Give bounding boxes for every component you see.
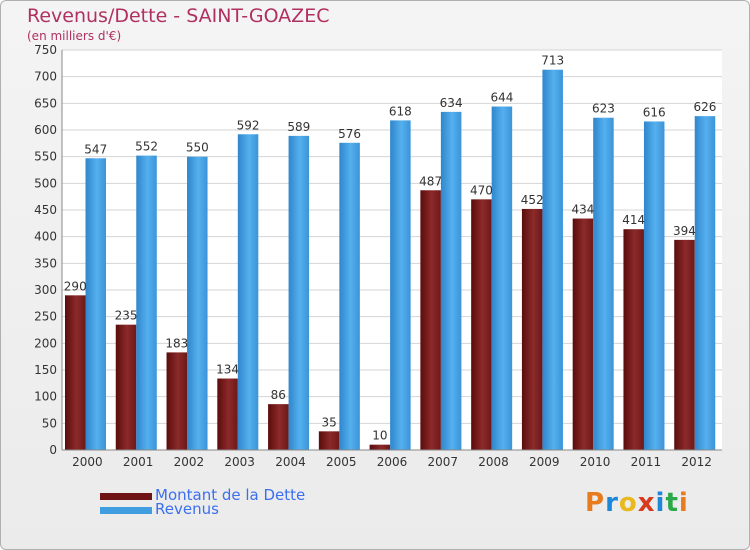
x-tick-label: 2012 — [681, 455, 712, 469]
bar-revenus — [491, 106, 513, 451]
bar-dette — [65, 295, 86, 450]
y-tick-label: 700 — [34, 70, 57, 84]
bar-dette — [521, 208, 543, 450]
bar-dette — [471, 199, 492, 450]
bar-revenus — [440, 111, 462, 450]
bar-dette-value-label: 86 — [271, 388, 286, 402]
bar-dette — [623, 229, 644, 450]
bar-revenus-value-label: 713 — [541, 54, 564, 68]
bar-revenus-value-label: 626 — [694, 100, 717, 114]
y-tick-label: 400 — [34, 230, 57, 244]
y-tick-label: 350 — [34, 256, 57, 270]
bar-revenus-value-label: 589 — [287, 120, 310, 134]
bar-revenus-value-label: 616 — [643, 105, 666, 119]
legend-label-debt: Montant de la Dette — [155, 486, 306, 504]
logo-letter: t — [665, 488, 679, 518]
chart-title: Revenus/Dette - SAINT-GOAZEC — [27, 5, 330, 27]
bar-dette — [268, 404, 289, 450]
y-tick-label: 650 — [34, 96, 57, 110]
bar-revenus — [542, 69, 563, 450]
bar-revenus-value-label: 576 — [338, 127, 361, 141]
bar-dette — [572, 218, 594, 450]
bar-revenus-value-label: 547 — [84, 142, 107, 156]
bar-dette-value-label: 470 — [470, 183, 493, 197]
y-tick-label: 100 — [34, 390, 57, 404]
x-tick-label: 2008 — [478, 455, 509, 469]
x-tick-label: 2002 — [174, 455, 205, 469]
logo-letter: o — [618, 488, 638, 518]
y-tick-label: 250 — [34, 310, 57, 324]
bar-dette — [166, 352, 188, 450]
bar-dette — [674, 239, 695, 450]
bar-dette — [420, 190, 441, 450]
logo-letter: i — [655, 488, 666, 518]
proxiti-logo: Proxiti — [585, 488, 689, 518]
y-tick-label: 550 — [34, 150, 57, 164]
logo-letter: r — [605, 488, 619, 518]
bar-revenus — [339, 142, 360, 451]
bar-revenus — [288, 135, 310, 450]
x-tick-label: 2006 — [377, 455, 408, 469]
bar-revenus-value-label: 552 — [135, 140, 158, 154]
bar-dette-value-label: 434 — [571, 203, 594, 217]
bar-dette-value-label: 414 — [622, 213, 645, 227]
logo-letter: P — [585, 488, 606, 518]
bar-dette-value-label: 452 — [521, 193, 544, 207]
y-tick-label: 750 — [34, 43, 57, 57]
bar-revenus — [390, 120, 411, 451]
x-tick-label: 2010 — [580, 455, 611, 469]
bar-dette-value-label: 394 — [673, 224, 696, 238]
legend-swatch-revenus — [100, 507, 152, 514]
bar-revenus — [593, 117, 614, 450]
bar-revenus — [694, 116, 716, 450]
bar-dette — [115, 324, 137, 450]
bar-revenus — [136, 155, 157, 450]
bar-dette-value-label: 487 — [419, 174, 442, 188]
chart-subtitle: (en milliers d'€) — [27, 29, 122, 43]
bar-revenus — [85, 158, 106, 450]
bar-dette — [369, 444, 391, 450]
x-tick-label: 2000 — [72, 455, 103, 469]
bar-dette-value-label: 134 — [216, 363, 239, 377]
logo-letter: i — [678, 488, 689, 518]
bar-dette-value-label: 235 — [115, 309, 138, 323]
y-tick-label: 450 — [34, 203, 57, 217]
y-tick-label: 50 — [42, 416, 57, 430]
legend-swatch-debt — [100, 493, 152, 500]
bar-dette-value-label: 290 — [64, 279, 87, 293]
bar-revenus — [237, 134, 259, 450]
x-tick-label: 2005 — [326, 455, 357, 469]
bar-revenus-value-label: 618 — [389, 104, 412, 118]
legend-label-revenus: Revenus — [155, 500, 219, 518]
y-tick-label: 300 — [34, 283, 57, 297]
x-tick-label: 2011 — [631, 455, 662, 469]
y-tick-label: 200 — [34, 336, 57, 350]
x-tick-label: 2004 — [275, 455, 306, 469]
y-tick-label: 150 — [34, 363, 57, 377]
bar-revenus-value-label: 634 — [440, 96, 463, 110]
bar-revenus-value-label: 592 — [237, 118, 260, 132]
y-tick-label: 600 — [34, 123, 57, 137]
x-tick-label: 2007 — [427, 455, 458, 469]
logo-letter: x — [637, 488, 656, 518]
bar-revenus-value-label: 623 — [592, 102, 615, 116]
bar-dette-value-label: 183 — [165, 336, 188, 350]
y-tick-label: 500 — [34, 176, 57, 190]
bar-revenus-value-label: 644 — [490, 91, 513, 105]
bar-revenus — [187, 156, 208, 450]
bar-revenus — [643, 121, 665, 450]
bar-dette — [318, 431, 340, 450]
bar-revenus-value-label: 550 — [186, 141, 209, 155]
y-tick-label: 0 — [49, 443, 57, 457]
bar-dette-value-label: 35 — [321, 415, 336, 429]
bar-dette — [217, 378, 238, 450]
bar-dette-value-label: 10 — [372, 429, 387, 443]
x-tick-label: 2003 — [224, 455, 255, 469]
x-tick-label: 2009 — [529, 455, 560, 469]
x-tick-label: 2001 — [123, 455, 154, 469]
